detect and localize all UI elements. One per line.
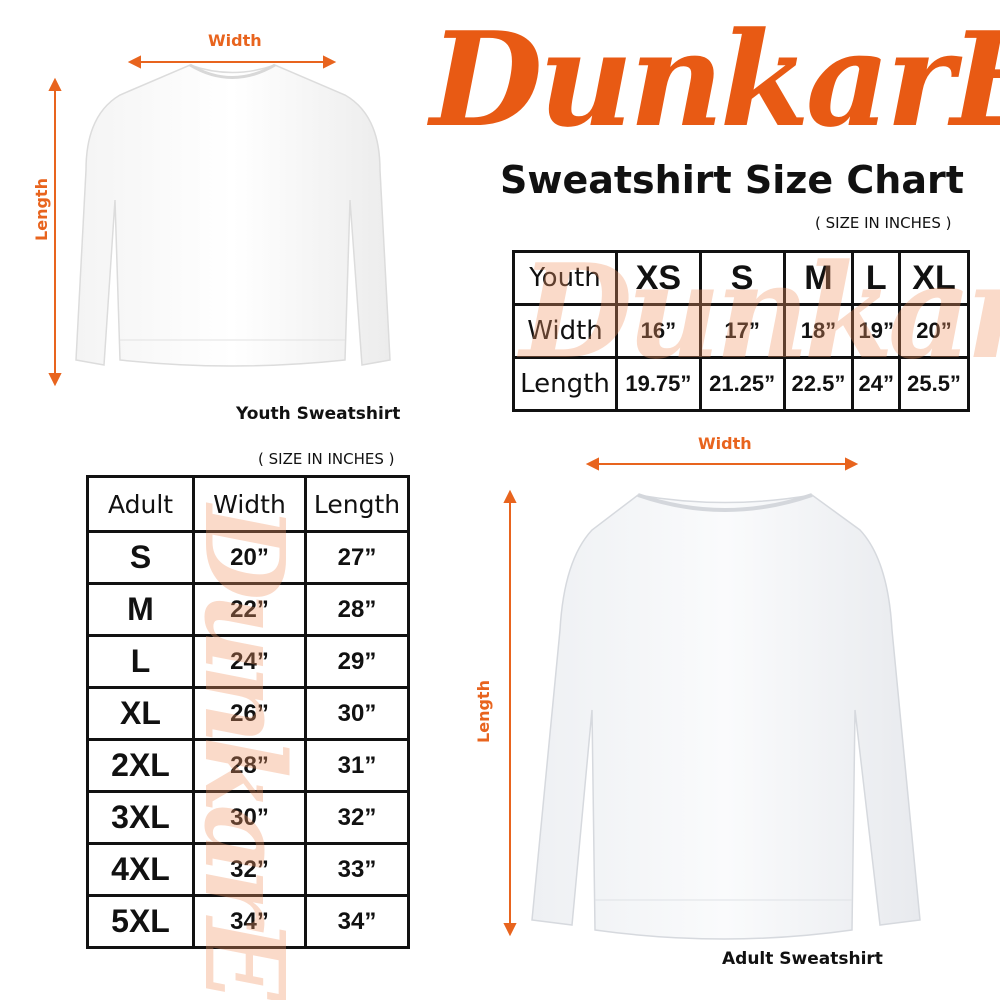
- youth-length-label: Length: [31, 178, 51, 241]
- row-label: 3XL: [86, 790, 195, 845]
- table-cell: 30”: [304, 686, 410, 741]
- page-title: Sweatshirt Size Chart: [500, 158, 964, 202]
- row-label: L: [86, 634, 195, 689]
- youth-caption: Youth Sweatshirt: [236, 404, 401, 424]
- table-cell: 24”: [851, 356, 902, 412]
- table-row: M 22” 28”: [86, 582, 410, 637]
- table-cell: 30”: [192, 790, 307, 845]
- youth-size-table: Youth XS S M L XL Width 16” 17” 18” 19” …: [512, 250, 970, 412]
- youth-sweatshirt-image: [48, 55, 391, 387]
- header-cell: Width: [192, 475, 307, 533]
- row-label: 5XL: [86, 894, 195, 949]
- youth-units-note: ( SIZE IN INCHES ): [815, 214, 952, 232]
- table-row: 3XL 30” 32”: [86, 790, 410, 845]
- adult-size-table: Adult Width Length S 20” 27” M 22” 28” L 24” 29”…: [86, 475, 410, 949]
- table-cell: 19.75”: [615, 356, 702, 412]
- table-row: 5XL 34” 34”: [86, 894, 410, 949]
- header-cell: Adult: [86, 475, 195, 533]
- table-cell: 18”: [782, 303, 855, 359]
- table-cell: 19”: [851, 303, 902, 359]
- table-cell: 32”: [304, 790, 410, 845]
- row-label: 4XL: [86, 842, 195, 897]
- table-cell: 28”: [304, 582, 410, 637]
- youth-width-label: Width: [208, 31, 262, 50]
- table-cell: 34”: [304, 894, 410, 949]
- table-cell: 20”: [898, 303, 970, 359]
- table-cell: 24”: [192, 634, 307, 689]
- table-cell: 26”: [192, 686, 307, 741]
- header-cell: XL: [898, 250, 970, 306]
- adult-units-note: ( SIZE IN INCHES ): [258, 450, 395, 468]
- header-cell: L: [851, 250, 902, 306]
- row-label: 2XL: [86, 738, 195, 793]
- table-cell: 17”: [698, 303, 786, 359]
- table-cell: 22.5”: [782, 356, 855, 412]
- table-cell: 32”: [192, 842, 307, 897]
- youth-length-arrow: [48, 77, 62, 387]
- adult-sweatshirt-image: [503, 457, 921, 940]
- table-cell: 34”: [192, 894, 307, 949]
- adult-length-label: Length: [473, 680, 493, 743]
- table-cell: 25.5”: [898, 356, 970, 412]
- table-cell: 22”: [192, 582, 307, 637]
- header-cell: M: [782, 250, 855, 306]
- adult-width-arrow: [585, 457, 859, 471]
- table-row: Length 19.75” 21.25” 22.5” 24” 25.5”: [512, 356, 970, 412]
- table-cell: 27”: [304, 530, 410, 585]
- adult-width-label: Width: [698, 434, 752, 453]
- table-row: XL 26” 30”: [86, 686, 410, 741]
- table-cell: 31”: [304, 738, 410, 793]
- header-cell: Length: [304, 475, 410, 533]
- header-cell: XS: [615, 250, 702, 306]
- adult-caption: Adult Sweatshirt: [722, 949, 883, 969]
- row-label: Length: [512, 356, 618, 412]
- table-cell: 16”: [615, 303, 702, 359]
- adult-length-arrow: [503, 489, 517, 937]
- table-header-row: Adult Width Length: [86, 475, 410, 533]
- row-label: M: [86, 582, 195, 637]
- row-label: Width: [512, 303, 618, 359]
- header-cell: Youth: [512, 250, 618, 306]
- table-cell: 28”: [192, 738, 307, 793]
- youth-width-arrow: [127, 55, 337, 69]
- table-row: 2XL 28” 31”: [86, 738, 410, 793]
- table-row: 4XL 32” 33”: [86, 842, 410, 897]
- table-cell: 21.25”: [698, 356, 786, 412]
- row-label: S: [86, 530, 195, 585]
- table-header-row: Youth XS S M L XL: [512, 250, 970, 306]
- table-row: L 24” 29”: [86, 634, 410, 689]
- table-cell: 33”: [304, 842, 410, 897]
- table-row: Width 16” 17” 18” 19” 20”: [512, 303, 970, 359]
- table-row: S 20” 27”: [86, 530, 410, 585]
- row-label: XL: [86, 686, 195, 741]
- table-cell: 20”: [192, 530, 307, 585]
- brand-logo: DunkarE: [430, 3, 1000, 156]
- table-cell: 29”: [304, 634, 410, 689]
- header-cell: S: [698, 250, 786, 306]
